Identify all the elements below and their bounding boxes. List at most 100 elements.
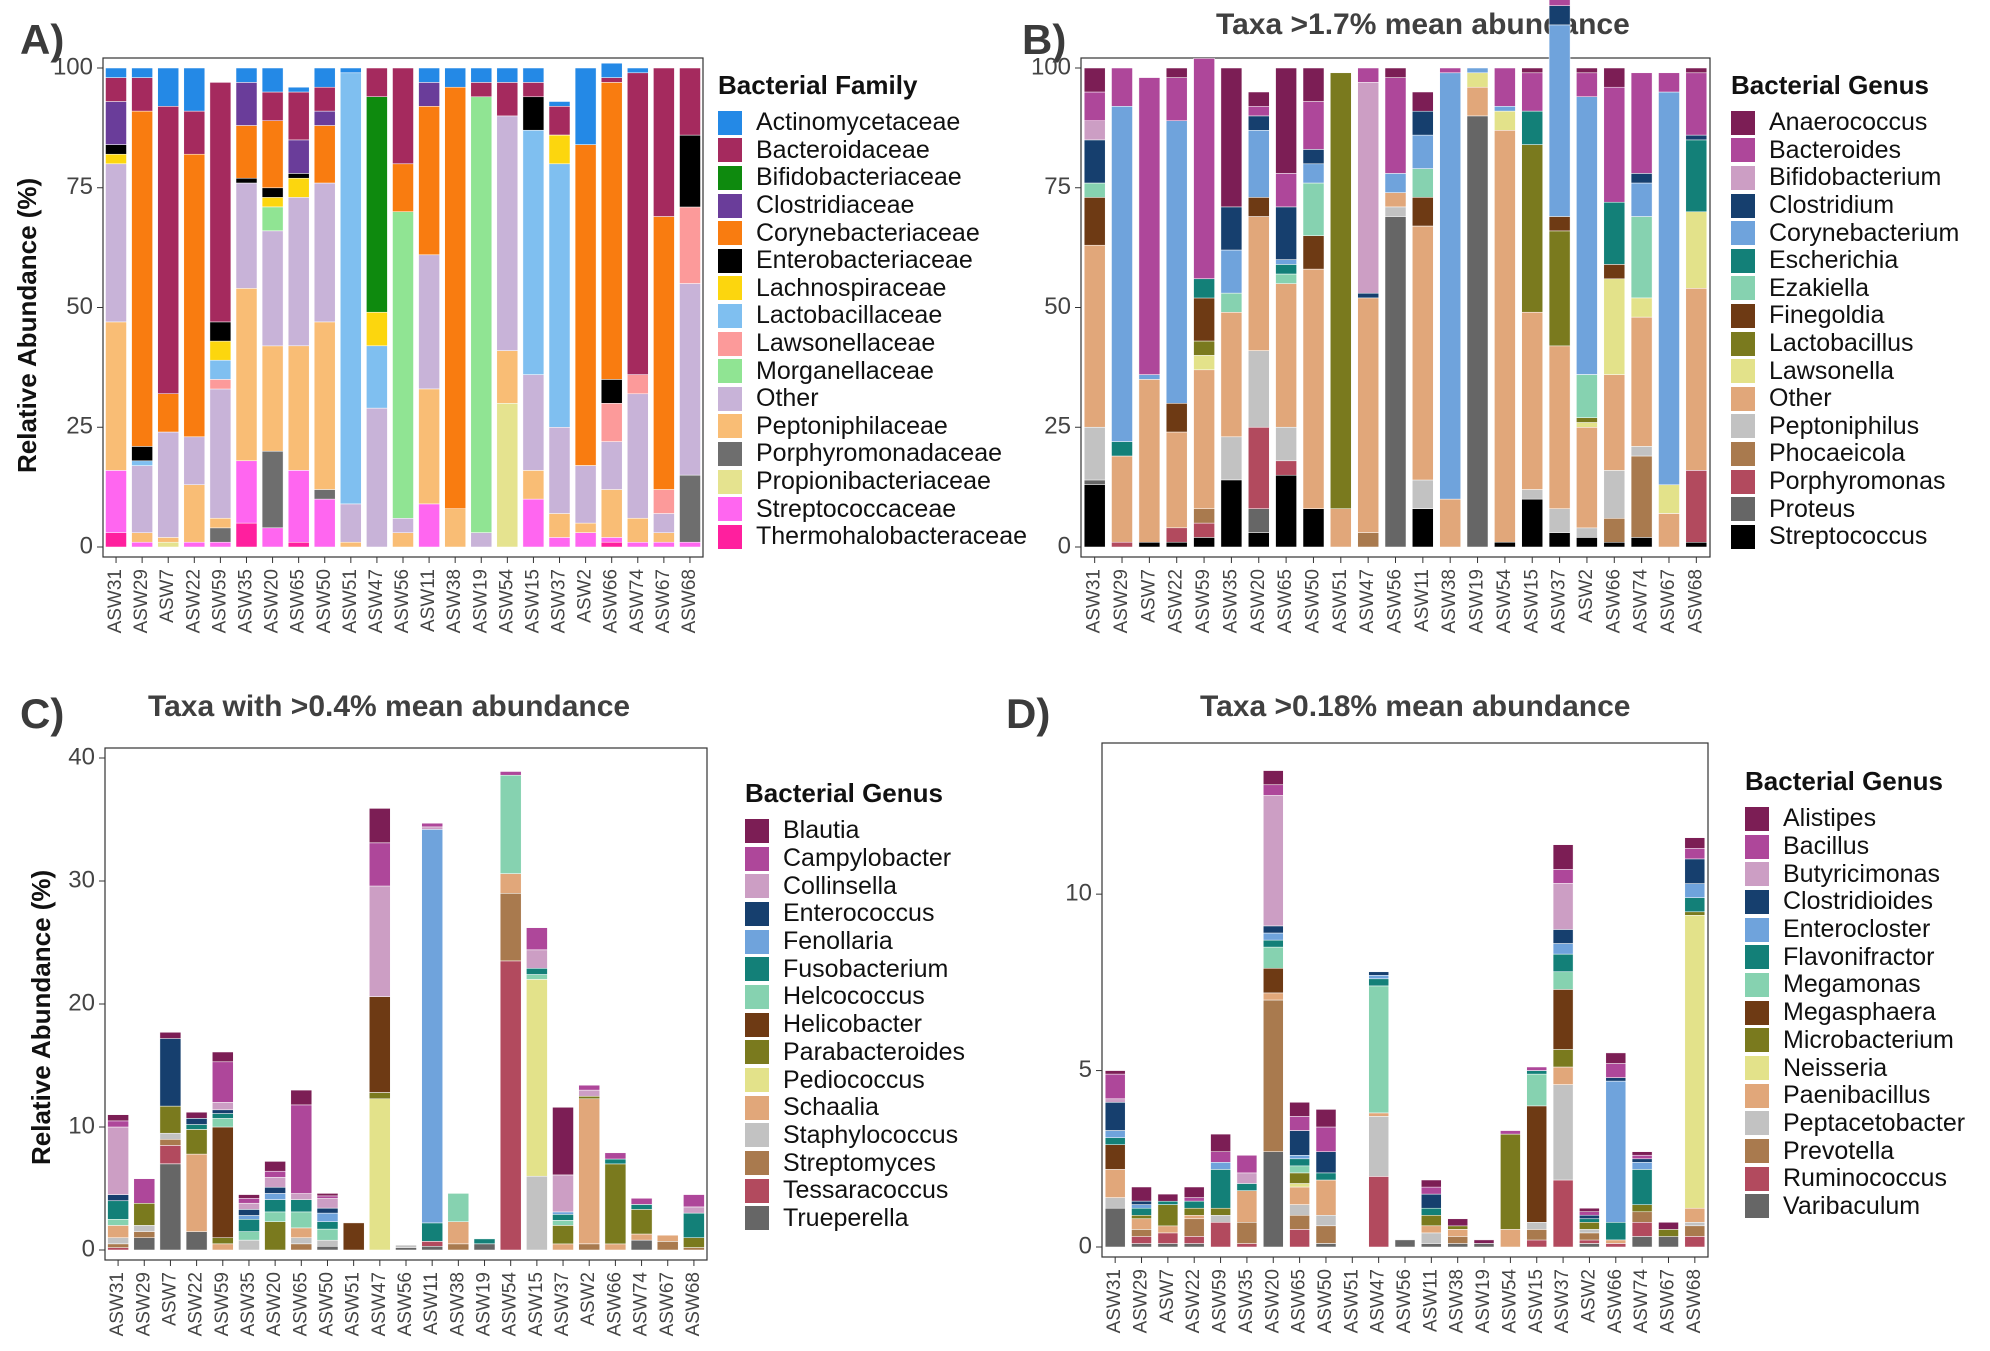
x-tick-label: ASW37 — [549, 569, 570, 633]
legend-swatch — [745, 984, 769, 1009]
bar-segment-bacillus — [1104, 1073, 1126, 1100]
bar-segment-schaalia — [604, 1243, 627, 1251]
bar-segment-corynebacterium — [1165, 120, 1188, 404]
legend-label: Streptomyces — [783, 1148, 936, 1177]
bar-segment-peptacetobacter — [1421, 1232, 1442, 1244]
bar-segment-streptococcaceae — [600, 537, 623, 543]
bar-segment-other — [1302, 268, 1325, 509]
bar-segment-clostridiaceae — [235, 82, 258, 126]
x-tick-label: ASW38 — [1439, 569, 1460, 633]
bar-segment-bacillus — [1263, 784, 1284, 796]
bar-segment-peptacetobacter — [1210, 1214, 1231, 1223]
bar-segment-lachnospiraceae — [366, 312, 388, 347]
bar-segment-enterobacteriaceae — [600, 379, 623, 404]
legend-label: Other — [756, 384, 819, 413]
bar-segment-escherichia — [1193, 278, 1215, 299]
legend-swatch — [1731, 386, 1755, 411]
bar-segment-corynebacterium — [1439, 72, 1461, 500]
bar-segment-streptomyces — [683, 1247, 705, 1251]
x-tick-label: ASW11 — [1412, 569, 1433, 632]
bar-segment-other — [600, 441, 623, 490]
x-tick-label: ASW54 — [1499, 1269, 1520, 1334]
x-tick-label: ASW35 — [1236, 1269, 1257, 1333]
bar-segment-enterococcus — [264, 1187, 286, 1194]
legend-item: Fusobacterium — [745, 955, 965, 983]
bar-segment-bacteroides — [1384, 77, 1407, 174]
bar-segment-streptomyces — [290, 1243, 313, 1251]
bar-segment-bacillus — [1289, 1116, 1310, 1131]
x-tick-label: ASW65 — [1289, 1269, 1310, 1333]
legend-item: Microbacterium — [1745, 1026, 1965, 1055]
bar-segment-varibaculum — [1315, 1243, 1337, 1248]
x-tick-label: ASW54 — [1494, 569, 1515, 634]
legend-swatch — [718, 331, 742, 356]
bar-segment-peptoniphilaceae — [444, 508, 466, 548]
x-tick-label: ASW59 — [212, 1272, 233, 1336]
legend-swatch — [718, 469, 742, 494]
bar-segment-helcococcus — [264, 1211, 286, 1222]
bar-segment-schaalia — [630, 1233, 653, 1241]
legend-item: Porphyromonadaceae — [718, 439, 1027, 468]
x-tick-label: ASW47 — [369, 1272, 390, 1336]
bar-segment-peptoniphilaceae — [183, 484, 206, 543]
legend-label: Finegoldia — [1769, 301, 1885, 330]
bar-segment-fusobacterium — [526, 968, 548, 975]
bar-segment-varibaculum — [1473, 1243, 1495, 1248]
legend-label: Bacteroides — [1769, 135, 1902, 164]
bar-segment-peptoniphilaceae — [627, 518, 649, 543]
legend-label: Peptacetobacter — [1783, 1108, 1966, 1137]
legend-label: Enterocloster — [1783, 915, 1931, 944]
bar-segment-other — [627, 393, 649, 519]
legend-item: Tessaracoccus — [745, 1176, 965, 1205]
bar-segment-streptococcus — [1576, 537, 1598, 548]
legend-item: Helicobacter — [745, 1010, 965, 1039]
bar-segment-lawsonella — [1630, 297, 1653, 318]
bar-segment-ezakiella — [1220, 292, 1243, 313]
bar-segment-parabacteroides — [212, 1237, 234, 1245]
bar-segment-schaalia — [552, 1243, 574, 1251]
bar-segment-collinsella — [316, 1198, 339, 1209]
x-tick-label: ASW7 — [1157, 1269, 1178, 1323]
bar-segment-trueperella — [473, 1243, 496, 1251]
bar-segment-corynebacterium — [1302, 163, 1325, 184]
bar-segment-other — [1111, 455, 1133, 543]
x-tick-label: ASW51 — [1330, 569, 1351, 633]
x-tick-label: ASW56 — [392, 569, 413, 633]
bar-segment-ruminococcus — [1579, 1239, 1600, 1244]
bar-segment-microbacterium — [1157, 1204, 1179, 1227]
bar-segment-anaerococcus — [1083, 67, 1106, 93]
legend-swatch — [745, 1012, 769, 1037]
x-tick-label: ASW65 — [290, 1272, 311, 1336]
bar-segment-bacteroidaceae — [287, 91, 310, 141]
x-tick-label: ASW15 — [1526, 1269, 1547, 1333]
bar-segment-ruminococcus — [1552, 1179, 1574, 1248]
x-tick-label: ASW11 — [1420, 1269, 1441, 1332]
bar-segment-alistipes — [1315, 1109, 1337, 1128]
x-tick-label: ASW31 — [1084, 569, 1105, 633]
x-tick-label: ASW20 — [262, 569, 283, 633]
bar-segment-other — [574, 465, 597, 524]
bar-segment-clostridiaceae — [105, 101, 127, 145]
bar-segment-peptoniphilaceae — [157, 537, 179, 543]
bar-segment-enterocloster — [1552, 943, 1574, 955]
bar-segment-collinsella — [264, 1177, 286, 1188]
legend-swatch — [745, 1123, 769, 1148]
y-tick-label: 5 — [1079, 1056, 1092, 1083]
bar-segment-enterobacteriaceae — [235, 177, 258, 184]
bar-segment-streptococcus — [1083, 484, 1106, 548]
bar-segment-campylobacter — [630, 1198, 653, 1205]
bar-segment-flavonifractor — [1157, 1200, 1179, 1205]
bar-segment-campylobacter — [578, 1084, 600, 1091]
bar-segment-blautia — [107, 1114, 129, 1122]
legend-item: Finegoldia — [1731, 301, 1959, 330]
legend-label: Corynebacteriaceae — [756, 218, 980, 247]
bar-segment-anaerococcus — [1521, 67, 1543, 74]
bar-segment-fenollaria — [316, 1212, 339, 1222]
x-tick-label: ASW50 — [1302, 569, 1323, 633]
bar-segment-bacteroides — [1193, 58, 1215, 279]
bar-segment-bacteroides — [1548, 0, 1571, 6]
legend-label: Pediococcus — [783, 1065, 925, 1094]
bar-segment-ruminococcus — [1368, 1176, 1389, 1248]
bar-segment-enterococcus — [185, 1118, 208, 1125]
bar-segment-peptoniphilaceae — [653, 532, 675, 543]
